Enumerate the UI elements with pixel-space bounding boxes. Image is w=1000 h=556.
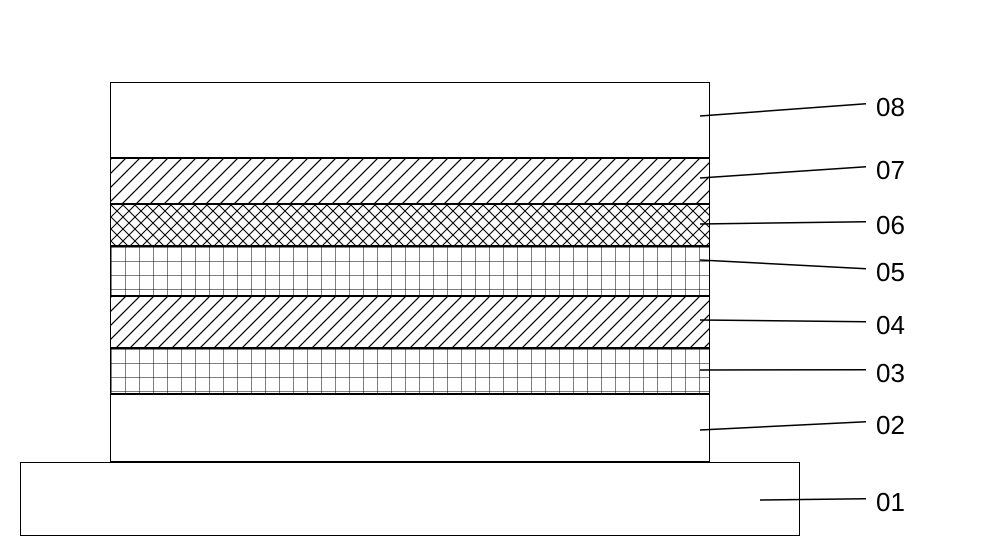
diagram-canvas: 08 07 06 05 04 03 02 01 <box>0 0 1000 556</box>
label-04: 04 <box>876 310 905 341</box>
leader-08 <box>700 104 866 116</box>
leader-lines <box>0 0 1000 556</box>
leader-07 <box>700 167 866 178</box>
label-05: 05 <box>876 257 905 288</box>
label-08: 08 <box>876 92 905 123</box>
leader-06 <box>700 222 866 224</box>
label-03: 03 <box>876 358 905 389</box>
label-01: 01 <box>876 487 905 518</box>
leader-02 <box>700 422 866 430</box>
label-02: 02 <box>876 410 905 441</box>
leader-05 <box>700 260 866 269</box>
label-06: 06 <box>876 210 905 241</box>
leader-04 <box>700 320 866 322</box>
leader-01 <box>760 499 866 500</box>
label-07: 07 <box>876 155 905 186</box>
